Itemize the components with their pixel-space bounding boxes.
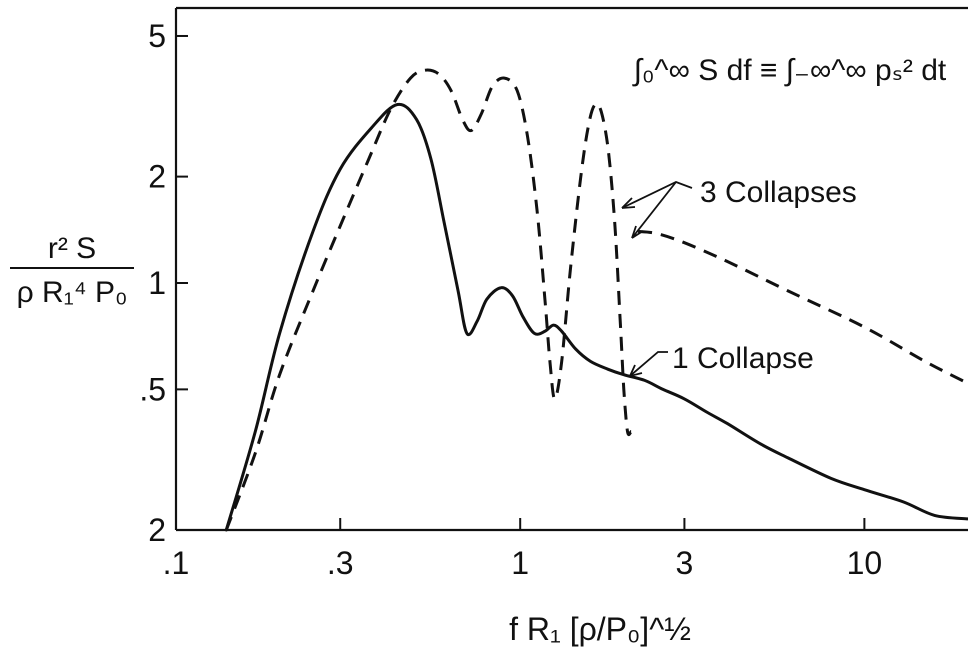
series-label-1-collapse: 1 Collapse bbox=[672, 342, 814, 375]
y-tick-label: 2 bbox=[148, 512, 166, 548]
y-tick-label: .5 bbox=[139, 371, 166, 407]
y-tick-label: 1 bbox=[148, 265, 166, 301]
leader-3-collapses-to-dashed-tail bbox=[631, 181, 677, 239]
series-group bbox=[224, 68, 968, 532]
arrowhead-3-collapses-tail bbox=[631, 225, 644, 239]
x-tick-label: 3 bbox=[676, 545, 694, 581]
label-leader-arrows bbox=[621, 181, 693, 377]
leader-3-collapses-to-dashed-spike bbox=[621, 181, 693, 209]
x-axis-label: f R₁ [ρ/P₀]^½ bbox=[509, 611, 691, 647]
series-1-collapse-line bbox=[224, 102, 968, 532]
axis-ticks bbox=[175, 34, 866, 531]
axis-tick-labels: .1 .3 1 3 10 2 .5 1 2 5 bbox=[139, 18, 882, 581]
x-tick-label: .3 bbox=[327, 545, 354, 581]
y-tick-label: 2 bbox=[148, 159, 166, 195]
series-3-collapses-tail-line bbox=[637, 229, 968, 385]
leader-1-collapse bbox=[629, 351, 668, 377]
y-tick-label: 5 bbox=[148, 18, 166, 54]
y-axis-label: r² S ρ R₁⁴ P₀ bbox=[10, 232, 134, 309]
x-tick-label: 10 bbox=[847, 545, 883, 581]
equation-annotation: ∫₀^∞ S df ≡ ∫₋∞^∞ pₛ² dt bbox=[632, 54, 947, 87]
arrowhead-1-collapse bbox=[629, 364, 643, 377]
series-3-collapses-line bbox=[224, 68, 633, 531]
y-label-denominator: ρ R₁⁴ P₀ bbox=[17, 276, 128, 309]
arrowhead-3-collapses-spike bbox=[621, 197, 636, 209]
x-tick-label: .1 bbox=[163, 545, 190, 581]
series-label-3-collapses: 3 Collapses bbox=[700, 176, 857, 209]
x-tick-label: 1 bbox=[511, 545, 529, 581]
y-label-numerator: r² S bbox=[48, 232, 96, 265]
